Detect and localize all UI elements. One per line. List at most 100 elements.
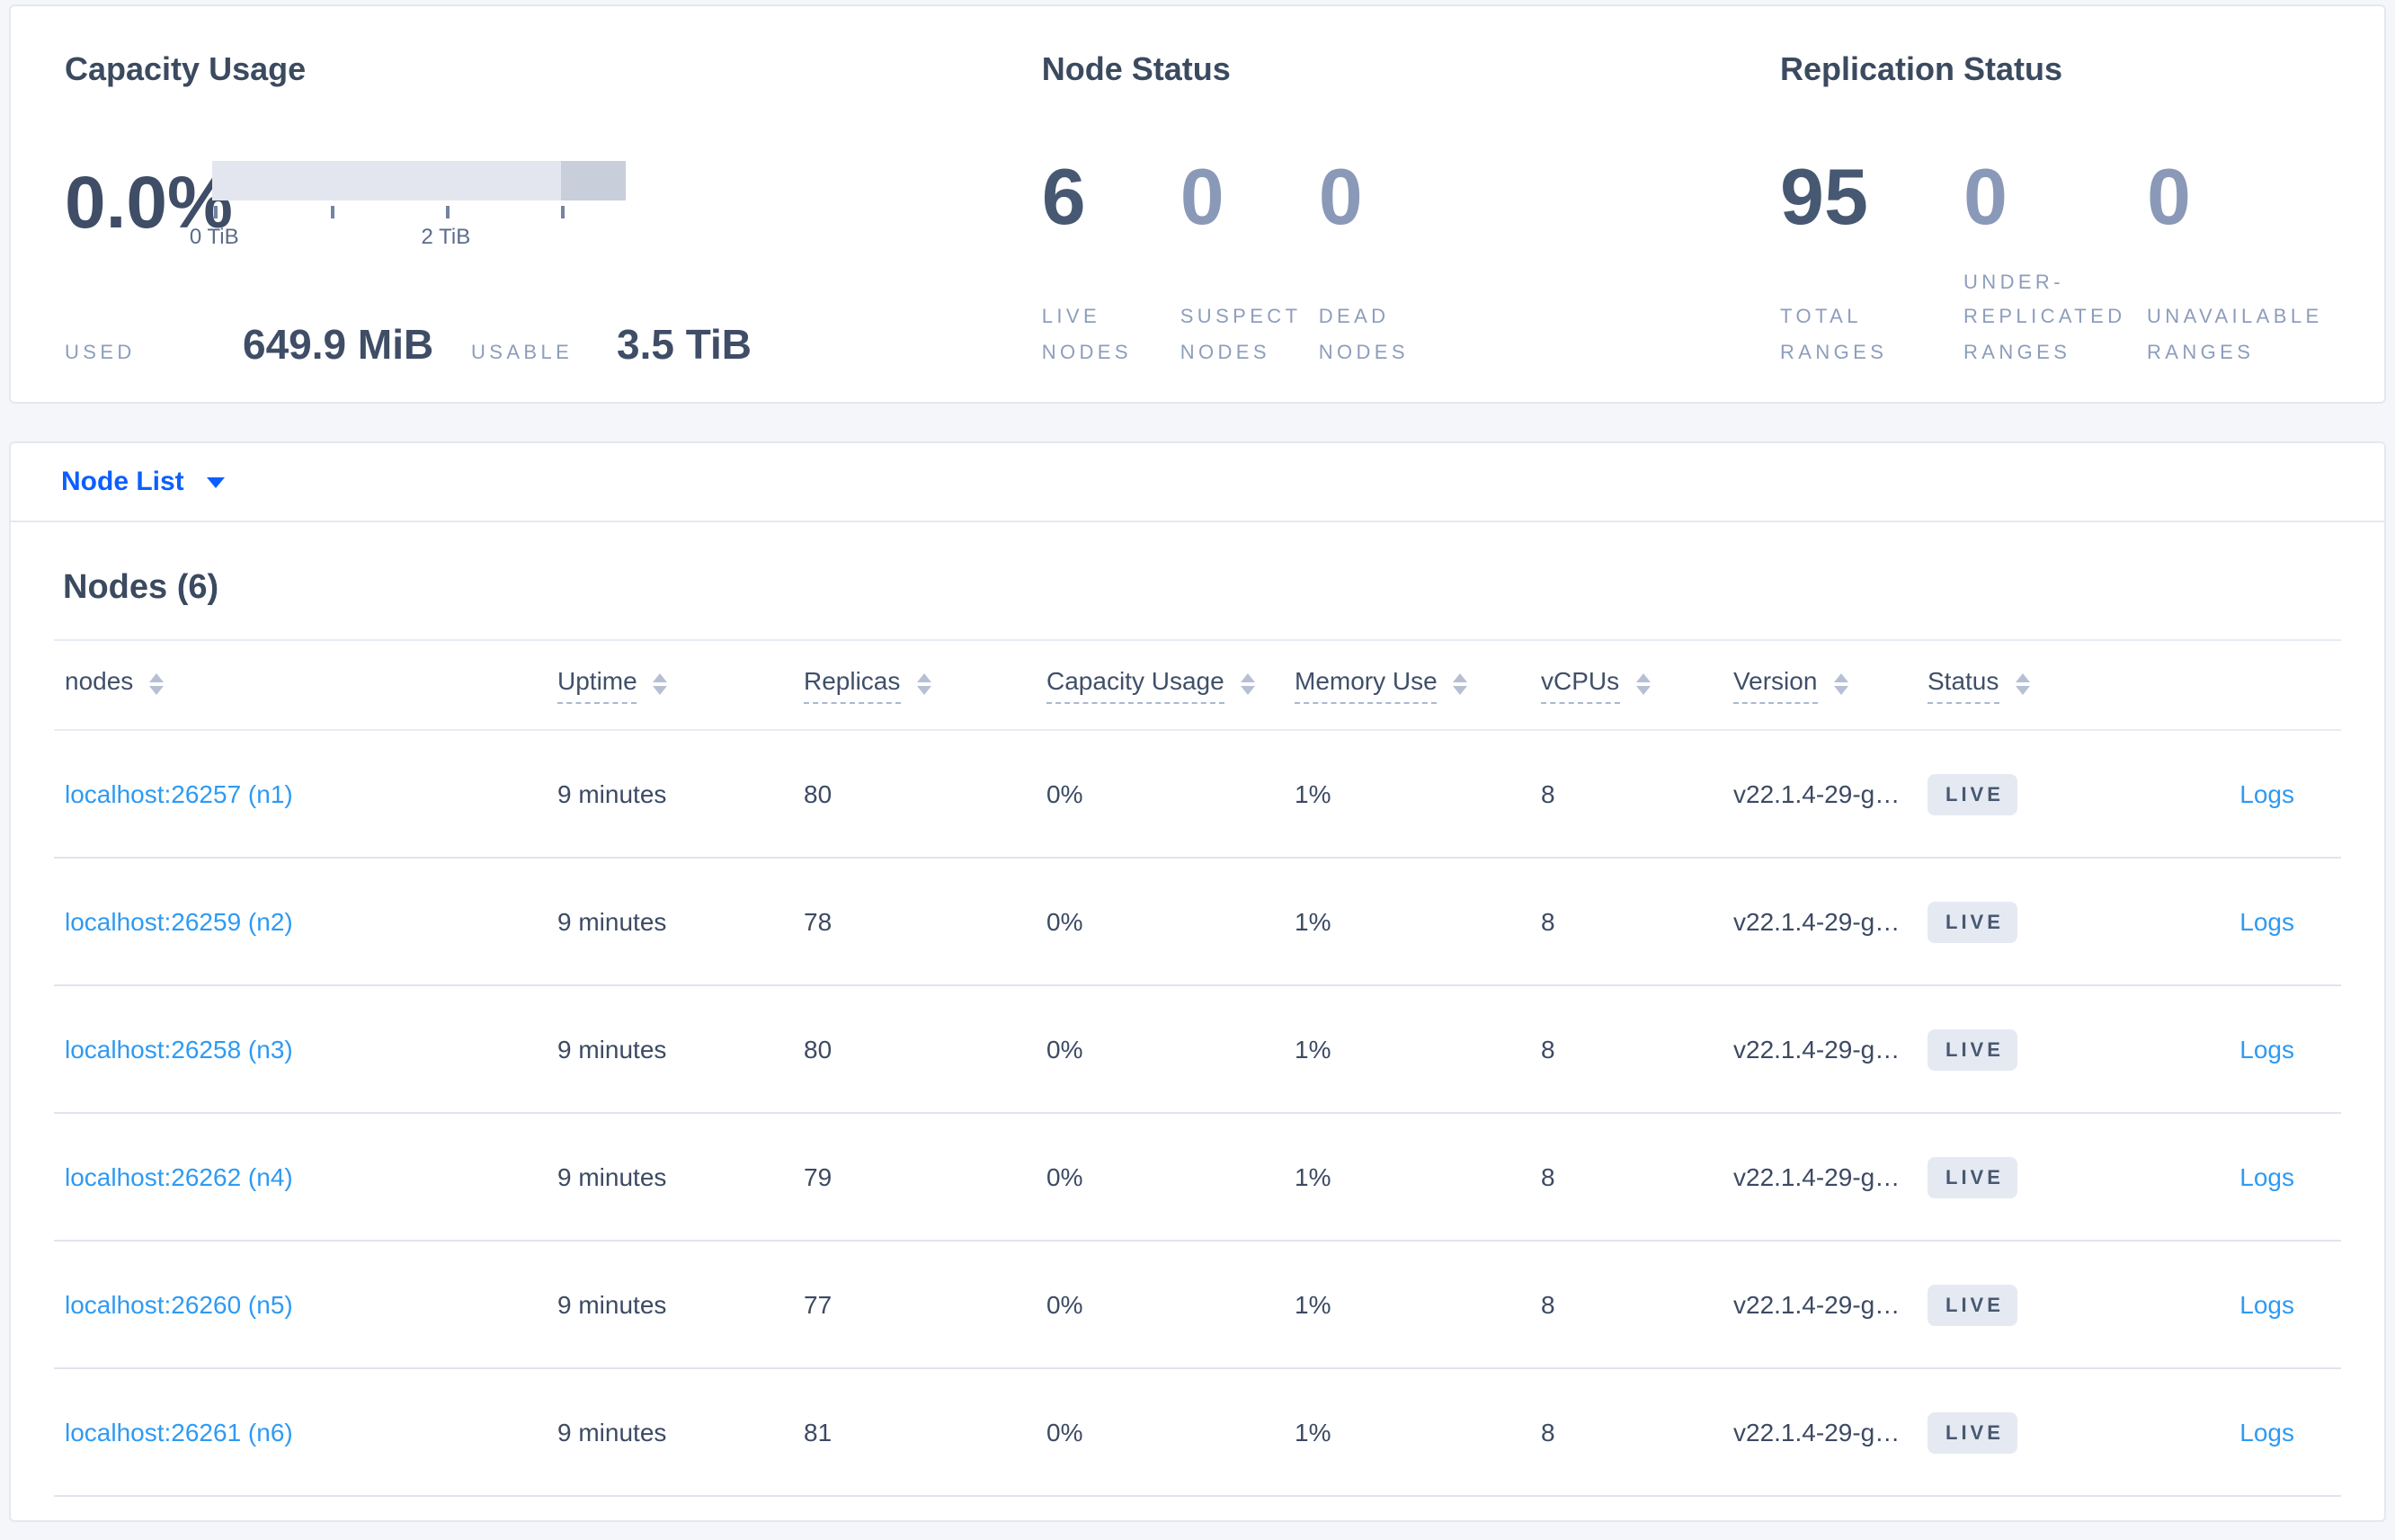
column-header-status[interactable]: Status	[1917, 639, 2118, 731]
status-cell: LIVE	[1917, 1113, 2118, 1242]
node-address-cell: localhost:26261 (n6)	[54, 1368, 547, 1497]
capacity-axis-tick	[445, 206, 450, 218]
column-header-address[interactable]: nodes	[54, 639, 547, 731]
metric-label: SUSPECT NODES	[1180, 307, 1302, 365]
replicas-cell: 80	[793, 985, 1036, 1114]
metric-value: 6	[1041, 154, 1086, 242]
node-status-title: Node Status	[1041, 51, 1231, 87]
capacity-bar-chart: 0 TiB 2 TiB	[190, 161, 626, 249]
status-badge: LIVE	[1928, 901, 2018, 942]
column-header-label: Version	[1733, 666, 1818, 704]
capacity-usage-cell: 0%	[1036, 858, 1284, 986]
node-address-cell: localhost:26257 (n1)	[54, 730, 547, 859]
node-address-link[interactable]: localhost:26257 (n1)	[65, 779, 293, 808]
logs-link[interactable]: Logs	[2239, 1290, 2294, 1319]
version-cell: v22.1.4-29-g…	[1723, 858, 1917, 986]
column-header-label: Replicas	[804, 666, 901, 704]
uptime-cell: 9 minutes	[547, 730, 793, 859]
uptime-cell: 9 minutes	[547, 985, 793, 1114]
table-header-row: nodes Uptime Replicas Capacity Usage Memory …	[54, 639, 2341, 731]
logs-link[interactable]: Logs	[2239, 1418, 2294, 1447]
node-address-cell: localhost:26262 (n4)	[54, 1113, 547, 1242]
column-header-memory_use[interactable]: Memory Use	[1284, 639, 1530, 731]
sort-arrows-icon[interactable]	[2015, 672, 2030, 694]
version-cell: v22.1.4-29-g…	[1723, 985, 1917, 1114]
sort-arrows-icon[interactable]	[653, 672, 668, 694]
column-header-capacity_usage[interactable]: Capacity Usage	[1036, 639, 1284, 731]
logs-link[interactable]: Logs	[2239, 907, 2294, 936]
view-selector-label: Node List	[61, 467, 184, 497]
metric-value: 0	[1180, 154, 1224, 242]
node-row: localhost:26259 (n2) 9 minutes 78 0% 1% 8 v22.…	[54, 858, 2341, 986]
replicas-cell: 78	[793, 858, 1036, 986]
uptime-cell: 9 minutes	[547, 1113, 793, 1242]
capacity-bar	[212, 161, 626, 200]
memory-use-cell: 1%	[1284, 858, 1530, 986]
cluster-overview-page: Capacity Usage 0.0% 0 TiB 2 TiB USED 649.…	[0, 4, 2395, 1540]
column-header-label: Uptime	[557, 666, 637, 704]
status-cell: LIVE	[1917, 858, 2118, 986]
status-cell: LIVE	[1917, 985, 2118, 1114]
node-address-cell: localhost:26260 (n5)	[54, 1241, 547, 1369]
capacity-usage-section: Capacity Usage 0.0% 0 TiB 2 TiB USED 649.…	[65, 49, 1042, 380]
logs-cell: Logs	[2118, 730, 2341, 859]
column-header-replicas[interactable]: Replicas	[793, 639, 1036, 731]
view-selector-dropdown[interactable]: Node List	[61, 467, 226, 497]
sort-arrows-icon[interactable]	[149, 672, 165, 694]
node-address-link[interactable]: localhost:26258 (n3)	[65, 1035, 293, 1064]
status-badge: LIVE	[1928, 1156, 2018, 1197]
status-badge: LIVE	[1928, 773, 2018, 815]
metric-label: LIVE NODES	[1041, 307, 1132, 365]
replication-status-labels: TOTAL RANGES UNDER-REPLICATED RANGES UNAVA…	[1780, 266, 2330, 380]
node-status-section: Node Status 6 0 0 LIVE NODES SUSPECT NODES D…	[1042, 49, 1780, 380]
capacity-usage-cell: 0%	[1036, 1241, 1284, 1369]
node-address-link[interactable]: localhost:26261 (n6)	[65, 1418, 293, 1447]
status-badge: LIVE	[1928, 1028, 2018, 1070]
metric-value: 0	[2147, 154, 2191, 242]
node-status-labels: LIVE NODES SUSPECT NODES DEAD NODES	[1042, 302, 1780, 380]
replication-status-values: 95 0 0	[1780, 154, 2330, 242]
replicas-cell: 77	[793, 1241, 1036, 1369]
replication-status-title: Replication Status	[1780, 51, 2063, 87]
replicas-cell: 80	[793, 730, 1036, 859]
status-cell: LIVE	[1917, 1241, 2118, 1369]
metric-value: 0	[1963, 154, 2008, 242]
capacity-usage-chart-row: 0.0% 0 TiB 2 TiB	[65, 161, 1042, 249]
nodes-section-title: Nodes (6)	[63, 569, 219, 607]
node-address-link[interactable]: localhost:26262 (n4)	[65, 1162, 293, 1191]
uptime-cell: 9 minutes	[547, 1241, 793, 1369]
node-address-link[interactable]: localhost:26259 (n2)	[65, 907, 293, 936]
vcpus-cell: 8	[1530, 1368, 1723, 1497]
column-header-uptime[interactable]: Uptime	[547, 639, 793, 731]
node-address-cell: localhost:26259 (n2)	[54, 858, 547, 986]
status-badge: LIVE	[1928, 1411, 2018, 1453]
sort-arrows-icon[interactable]	[916, 672, 931, 694]
node-row: localhost:26261 (n6) 9 minutes 81 0% 1% 8 v22.…	[54, 1368, 2341, 1497]
version-cell: v22.1.4-29-g…	[1723, 1241, 1917, 1369]
memory-use-cell: 1%	[1284, 1113, 1530, 1242]
sort-arrows-icon[interactable]	[1240, 672, 1255, 694]
logs-link[interactable]: Logs	[2239, 1035, 2294, 1064]
column-header-version[interactable]: Version	[1723, 639, 1917, 731]
logs-link[interactable]: Logs	[2239, 1162, 2294, 1191]
capacity-usage-cell: 0%	[1036, 985, 1284, 1114]
node-address-link[interactable]: localhost:26260 (n5)	[65, 1290, 293, 1319]
view-selector-strip: Node List	[9, 441, 2386, 522]
logs-link[interactable]: Logs	[2239, 779, 2294, 808]
vcpus-cell: 8	[1530, 985, 1723, 1114]
sort-arrows-icon[interactable]	[1635, 672, 1651, 694]
version-cell: v22.1.4-29-g…	[1723, 1113, 1917, 1242]
sort-arrows-icon[interactable]	[1833, 672, 1848, 694]
metric-label: UNAVAILABLE RANGES	[2147, 307, 2323, 365]
version-cell: v22.1.4-29-g…	[1723, 730, 1917, 859]
logs-cell: Logs	[2118, 1241, 2341, 1369]
metric-label: UNDER-REPLICATED RANGES	[1963, 272, 2126, 365]
used-value: 649.9 MiB	[243, 321, 434, 368]
used-label: USED	[65, 343, 136, 364]
status-badge: LIVE	[1928, 1284, 2018, 1325]
sort-arrows-icon[interactable]	[1453, 672, 1468, 694]
table-body: localhost:26257 (n1) 9 minutes 80 0% 1% 8 v22.…	[54, 730, 2341, 1497]
cluster-summary-card: Capacity Usage 0.0% 0 TiB 2 TiB USED 649.…	[9, 4, 2386, 404]
column-header-vcpus[interactable]: vCPUs	[1530, 639, 1723, 731]
logs-cell: Logs	[2118, 1368, 2341, 1497]
